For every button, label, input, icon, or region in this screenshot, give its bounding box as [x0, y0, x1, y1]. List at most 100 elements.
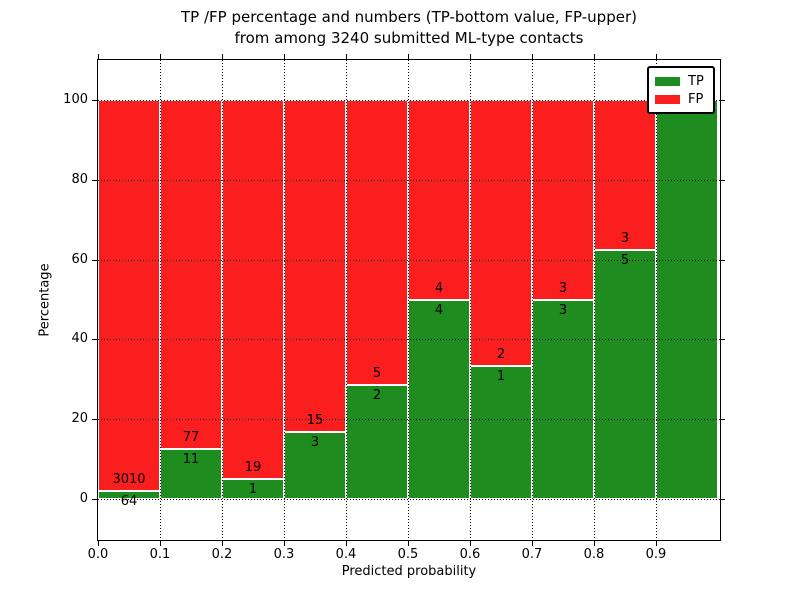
bar-fp-segment	[98, 100, 160, 491]
x-tick-mark-top	[160, 54, 161, 59]
x-tick-mark-top	[222, 54, 223, 59]
gridline-x	[656, 60, 657, 540]
x-tick-mark-top	[346, 54, 347, 59]
legend-label-tp: TP	[688, 73, 704, 89]
chart-title-line2: from among 3240 submitted ML-type contac…	[234, 29, 584, 47]
tp-count-label: 1	[496, 369, 506, 384]
tp-count-label: 64	[120, 493, 138, 509]
x-tick-label: 0.3	[273, 547, 295, 562]
tp-count-label: 1	[248, 482, 258, 498]
y-tick-mark-right	[720, 259, 725, 261]
chart-title-line1: TP /FP percentage and numbers (TP-bottom…	[181, 8, 637, 26]
y-tick-mark-right	[720, 179, 725, 181]
tp-count-label: 3	[310, 435, 320, 451]
x-tick-mark-top	[594, 54, 595, 59]
x-tick-mark	[656, 541, 657, 546]
bar-fp-segment	[160, 100, 222, 450]
x-tick-mark	[470, 541, 471, 546]
gridline-x	[284, 60, 285, 540]
fp-count-label: 77	[182, 430, 200, 446]
gridline-x	[160, 60, 161, 540]
bar-tp-segment	[470, 366, 532, 499]
bar-fp-segment	[408, 100, 470, 300]
bar-fp-segment	[470, 100, 532, 366]
tp-count-label: 5	[620, 252, 630, 268]
x-tick-mark-top	[408, 54, 409, 59]
y-tick-mark	[92, 419, 97, 421]
tp-count-label: 11	[182, 452, 200, 468]
tp-count-label: 3	[558, 302, 568, 318]
gridline-x	[532, 60, 533, 540]
x-tick-label: 0.1	[149, 547, 171, 562]
bar-tp-segment	[284, 432, 346, 499]
bar-tp-segment	[160, 449, 222, 499]
gridline-y	[98, 179, 720, 181]
x-tick-mark	[594, 541, 595, 546]
x-tick-label: 0.7	[521, 547, 543, 562]
y-tick-mark-right	[720, 499, 725, 500]
bar-tp-segment	[98, 490, 160, 499]
fp-count-label: 19	[244, 460, 262, 476]
y-tick-mark	[92, 499, 97, 500]
fp-count-label: 3	[620, 230, 630, 246]
fp-count-label: 2	[496, 347, 506, 362]
x-tick-mark	[284, 541, 285, 546]
gridline-x	[470, 60, 471, 540]
gridline-y	[98, 259, 720, 261]
x-tick-mark	[408, 541, 409, 546]
x-tick-mark-top	[98, 54, 99, 59]
x-tick-label: 0.9	[645, 547, 667, 562]
fp-count-label: 3	[558, 280, 568, 296]
gridline-y	[98, 499, 720, 500]
y-tick-label: 80	[71, 171, 88, 187]
bar-fp-segment	[222, 100, 284, 480]
x-tick-label: 0.0	[87, 547, 109, 562]
y-tick-label: 100	[63, 92, 88, 107]
legend-item-tp: TP	[655, 72, 707, 90]
x-tick-mark	[532, 541, 533, 546]
fp-color-swatch	[655, 94, 680, 104]
y-tick-mark-right	[720, 419, 725, 421]
x-tick-label: 0.8	[583, 547, 605, 562]
x-tick-label: 0.5	[397, 547, 419, 562]
y-tick-mark	[92, 259, 97, 261]
x-tick-mark	[346, 541, 347, 546]
bar-fp-segment	[284, 100, 346, 433]
x-tick-label: 0.6	[459, 547, 481, 562]
bar-tp-segment	[408, 299, 470, 499]
bar-fp-segment	[594, 100, 656, 250]
y-tick-label: 60	[71, 251, 88, 267]
fp-count-label: 3010	[112, 471, 146, 487]
gridline-x	[222, 60, 223, 540]
fp-count-label: 4	[434, 280, 444, 296]
y-tick-label: 0	[79, 491, 88, 506]
legend: TP FP	[647, 66, 715, 114]
tp-count-label: 4	[434, 302, 444, 318]
x-tick-mark-top	[284, 54, 285, 59]
bar-tp-segment	[532, 299, 594, 499]
tp-color-swatch	[655, 76, 680, 86]
bar-fp-segment	[346, 100, 408, 385]
x-tick-mark	[160, 541, 161, 546]
y-tick-mark	[92, 179, 97, 181]
gridline-x	[408, 60, 409, 540]
bar-tp-segment	[656, 100, 718, 499]
chart-title: TP /FP percentage and numbers (TP-bottom…	[97, 7, 721, 49]
x-tick-label: 0.2	[211, 547, 233, 562]
legend-label-fp: FP	[688, 91, 704, 107]
tp-count-label: 2	[372, 388, 382, 403]
bar-tp-segment	[594, 249, 656, 499]
y-tick-mark	[92, 339, 97, 341]
x-tick-mark-top	[532, 54, 533, 59]
gridline-y	[98, 419, 720, 421]
gridline-x	[594, 60, 595, 540]
y-tick-mark-right	[720, 100, 725, 101]
gridline-y	[98, 339, 720, 341]
y-axis-label: Percentage	[37, 263, 53, 337]
x-tick-mark	[222, 541, 223, 546]
x-tick-mark	[98, 541, 99, 546]
gridline-x	[346, 60, 347, 540]
x-tick-mark-top	[470, 54, 471, 59]
y-tick-label: 40	[71, 331, 88, 347]
